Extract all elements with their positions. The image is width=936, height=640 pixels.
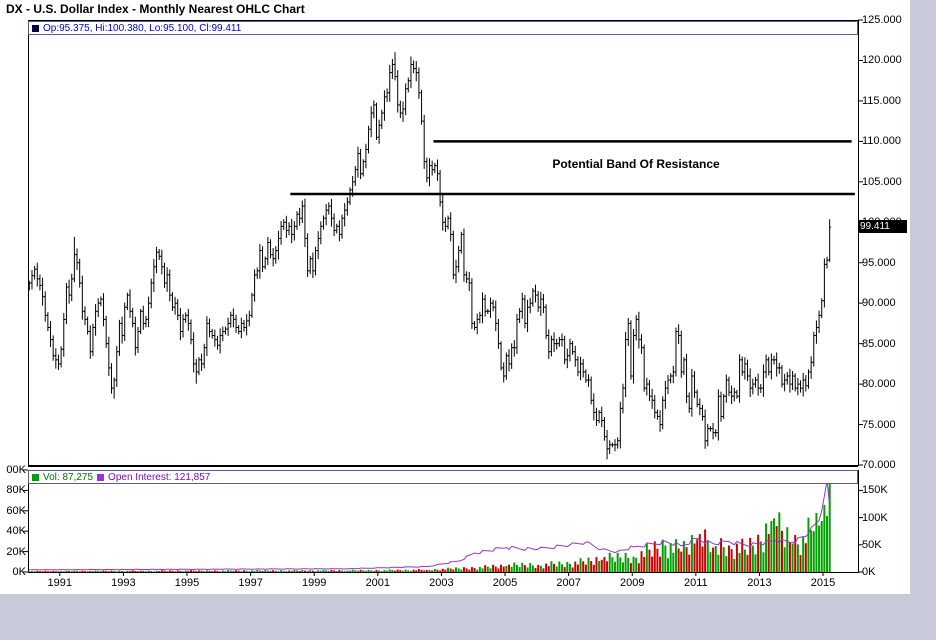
resistance-annotation: Potential Band Of Resistance bbox=[552, 157, 720, 171]
volume-legend-text: Vol: 87,275 bbox=[43, 471, 94, 483]
ohlc-legend-square-icon bbox=[32, 24, 39, 32]
open-interest-legend-text: Open Interest: 121,857 bbox=[108, 471, 211, 483]
last-price-badge: 99.411 bbox=[858, 220, 907, 234]
volume-legend-square-icon bbox=[32, 473, 39, 481]
ohlc-legend: Op:95.375, Hi:100.380, Lo:95.100, Cl:99.… bbox=[28, 21, 858, 35]
open-interest-legend-square-icon bbox=[97, 473, 105, 481]
chart-title: DX - U.S. Dollar Index - Monthly Nearest… bbox=[6, 2, 305, 16]
ohlc-legend-text: Op:95.375, Hi:100.380, Lo:95.100, Cl:99.… bbox=[43, 22, 242, 34]
volume-legend: Vol: 87,275 Open Interest: 121,857 bbox=[28, 470, 858, 484]
